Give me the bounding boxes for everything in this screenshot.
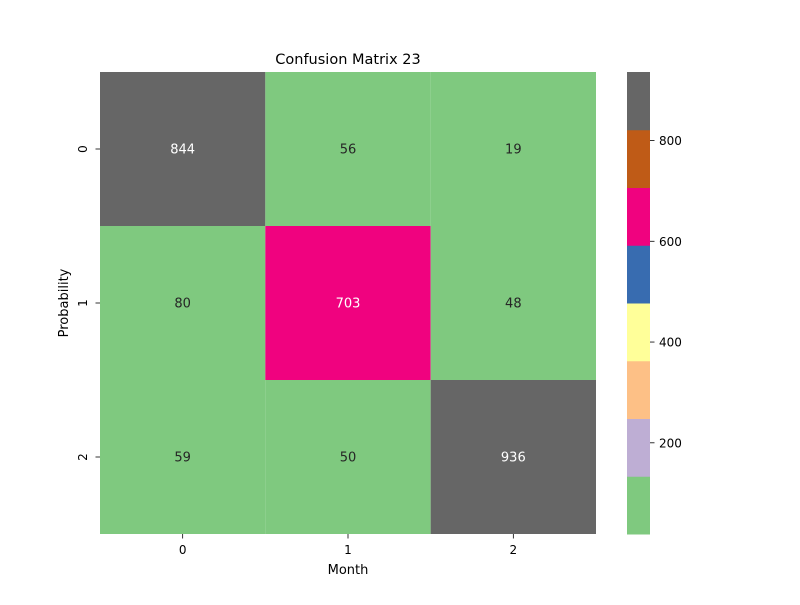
colorbar-tick-label-0: 200: [659, 436, 682, 450]
heatmap-cell-r1-c0: [100, 226, 266, 380]
heatmap-cell-r1-c1: [265, 226, 431, 380]
y-tick-label-1: 1: [76, 299, 90, 307]
colorbar-segment-6: [627, 129, 650, 188]
cell-value-r1-c2: 48: [505, 297, 522, 312]
colorbar-tick-label-3: 800: [659, 134, 682, 148]
colorbar-segment-1: [627, 418, 650, 477]
colorbar-segment-5: [627, 187, 650, 246]
colorbar-segment-7: [627, 72, 650, 131]
cell-value-r0-c2: 19: [505, 143, 522, 158]
colorbar-segment-4: [627, 245, 650, 304]
x-axis: 0 1 2: [179, 534, 517, 557]
colorbar-segment-3: [627, 303, 650, 362]
cell-value-r0-c1: 56: [340, 143, 357, 158]
y-tick-label-2: 2: [76, 453, 90, 461]
heatmap-cell-r0-c1: [265, 72, 431, 226]
x-tick-label-0: 0: [179, 543, 187, 557]
y-tick-label-0: 0: [76, 145, 90, 153]
colorbar-segment-2: [627, 360, 650, 419]
heatmap-cell-r2-c0: [100, 380, 266, 534]
x-axis-label: Month: [328, 563, 369, 578]
colorbar: 200 400 600 800: [627, 72, 682, 535]
cell-value-r1-c0: 80: [174, 297, 191, 312]
cell-value-r2-c0: 59: [174, 451, 191, 466]
colorbar-segment-0: [627, 476, 650, 535]
heatmap-cell-r1-c2: [430, 226, 596, 380]
x-tick-label-2: 2: [510, 543, 518, 557]
heatmap-cell-r0-c2: [430, 72, 596, 226]
cell-annotations: 844 56 19 80 703 48 59 50 936: [170, 143, 525, 466]
heatmap-cell-r2-c2: [430, 380, 596, 534]
heatmap-cells: [100, 72, 596, 534]
heatmap-cell-r0-c0: [100, 72, 266, 226]
cell-value-r0-c0: 844: [170, 143, 195, 158]
colorbar-tick-label-2: 600: [659, 235, 682, 249]
x-tick-label-1: 1: [344, 543, 352, 557]
cell-value-r2-c2: 936: [501, 451, 526, 466]
y-axis: 0 1 2: [76, 145, 100, 461]
cell-value-r2-c1: 50: [340, 451, 357, 466]
cell-value-r1-c1: 703: [336, 297, 361, 312]
chart-title: Confusion Matrix 23: [275, 52, 420, 68]
y-axis-label: Probability: [57, 268, 72, 337]
heatmap-cell-r2-c1: [265, 380, 431, 534]
colorbar-tick-label-1: 400: [659, 336, 682, 350]
